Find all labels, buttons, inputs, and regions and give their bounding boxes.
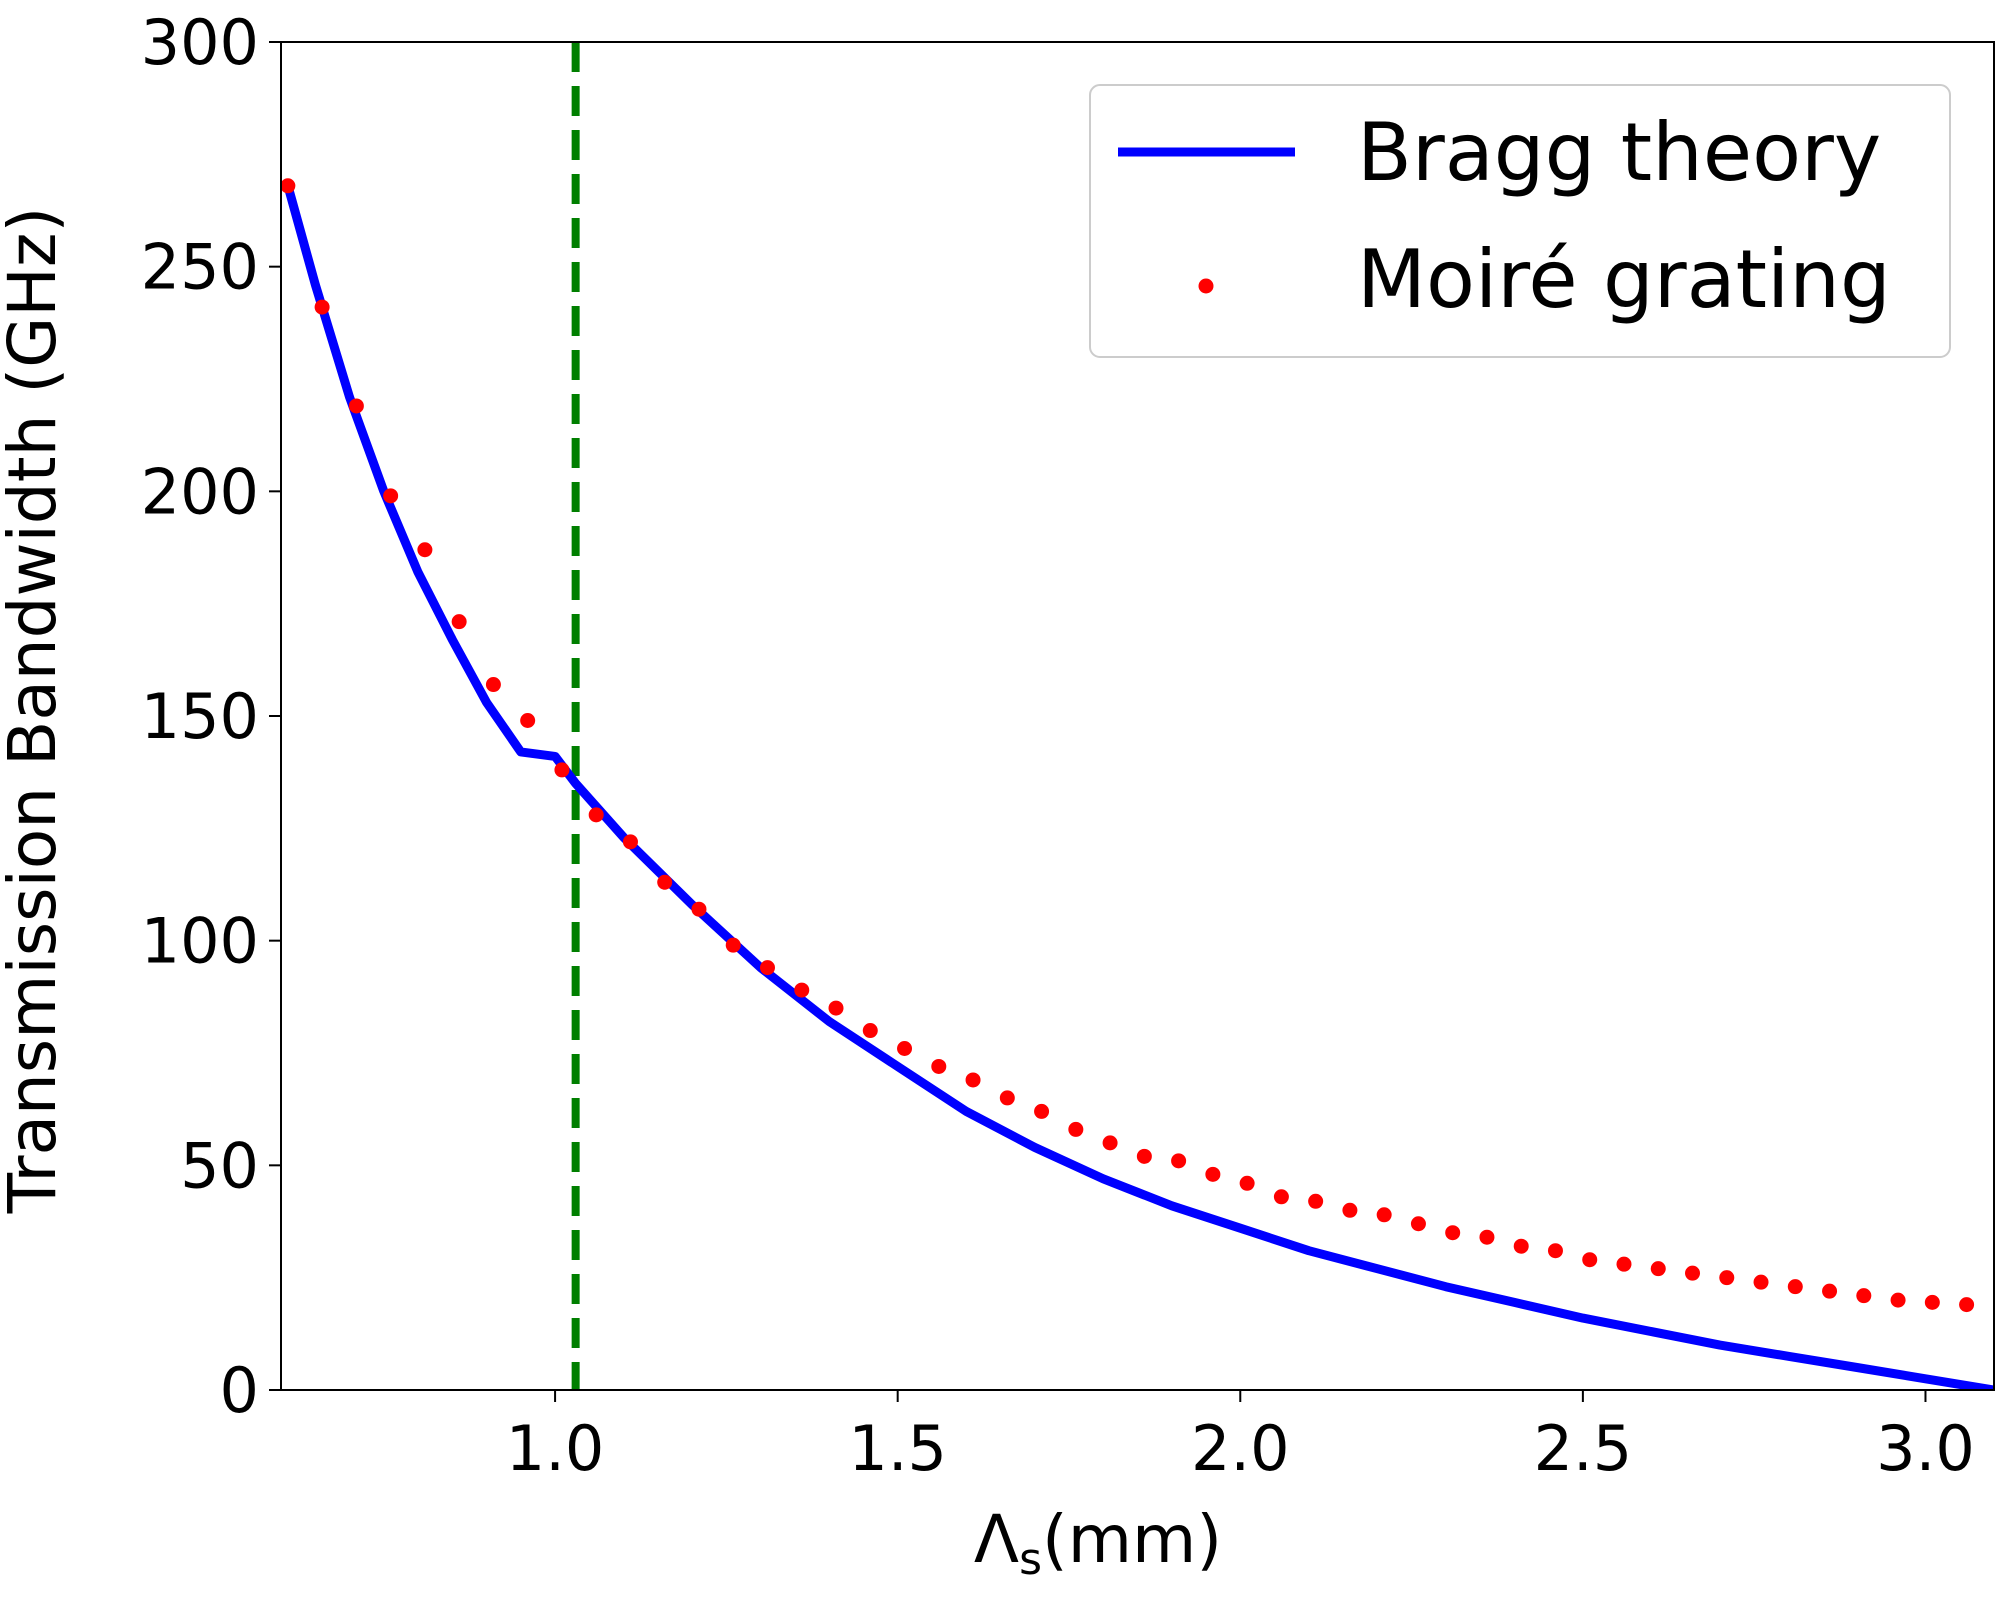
legend-entry-bragg-theory: Bragg theory: [1357, 106, 1881, 199]
data-point-moire-grating: [657, 874, 673, 890]
legend-box: [1089, 84, 1951, 358]
data-point-moire-grating: [1410, 1216, 1426, 1232]
data-point-moire-grating: [897, 1041, 913, 1057]
data-point-moire-grating: [1068, 1121, 1084, 1137]
y-tick-label: 300: [141, 6, 259, 79]
x-axis-label-unit: (mm): [1042, 1501, 1222, 1578]
x-axis-label: Λs(mm): [974, 1501, 1222, 1585]
data-point-moire-grating: [1547, 1243, 1563, 1259]
data-point-moire-grating: [1171, 1153, 1187, 1169]
data-point-moire-grating: [1102, 1135, 1118, 1151]
data-point-moire-grating: [1685, 1265, 1701, 1281]
data-point-moire-grating: [622, 834, 638, 850]
axes: 0 50 100 150 200 250 300 1.0 1.5 2.0 2.5 3.0: [141, 6, 1995, 1485]
x-tick-label: 1.0: [506, 1412, 605, 1485]
data-point-moire-grating: [520, 712, 536, 728]
series-line-bragg-theory: [283, 184, 1994, 1390]
x-axis-label-subscript: s: [1019, 1534, 1042, 1585]
data-point-moire-grating: [1856, 1288, 1872, 1304]
y-tick-label: 150: [141, 680, 259, 753]
x-tick-label: 2.5: [1534, 1412, 1633, 1485]
y-tick-label: 50: [180, 1129, 259, 1202]
data-point-moire-grating: [1959, 1297, 1975, 1313]
data-point-moire-grating: [725, 937, 741, 953]
data-point-moire-grating: [383, 488, 399, 504]
data-point-moire-grating: [314, 299, 330, 315]
y-axis-label: Transmission Bandwidth (GHz): [0, 207, 71, 1215]
data-point-moire-grating: [1753, 1274, 1769, 1290]
data-point-moire-grating: [1273, 1189, 1289, 1205]
data-point-moire-grating: [588, 807, 604, 823]
data-point-moire-grating: [1822, 1283, 1838, 1299]
data-point-moire-grating: [1239, 1175, 1255, 1191]
data-point-moire-grating: [691, 901, 707, 917]
y-tick-label: 0: [220, 1354, 259, 1427]
data-point-moire-grating: [348, 398, 364, 414]
data-point-moire-grating: [965, 1072, 981, 1088]
data-point-moire-grating: [1034, 1103, 1050, 1119]
data-point-moire-grating: [1136, 1148, 1152, 1164]
x-tick-label: 2.0: [1191, 1412, 1290, 1485]
data-point-moire-grating: [1582, 1252, 1598, 1268]
data-point-moire-grating: [862, 1023, 878, 1039]
legend-entry-moire-grating: Moiré grating: [1357, 233, 1891, 326]
data-point-moire-grating: [1479, 1229, 1495, 1245]
plot-area: [281, 42, 1994, 1390]
data-point-moire-grating: [1376, 1207, 1392, 1223]
data-point-moire-grating: [1342, 1202, 1358, 1218]
data-point-moire-grating: [931, 1058, 947, 1074]
y-tick-label: 250: [141, 231, 259, 304]
data-point-moire-grating: [451, 614, 467, 630]
x-tick-label: 1.5: [848, 1412, 947, 1485]
data-point-moire-grating: [1205, 1166, 1221, 1182]
data-point-moire-grating: [1650, 1261, 1666, 1277]
y-tick-label: 100: [141, 905, 259, 978]
x-tick-label: 3.0: [1876, 1412, 1975, 1485]
legend: Bragg theory Moiré grating: [1089, 84, 1951, 358]
x-axis-label-main: Λ: [974, 1501, 1019, 1578]
data-point-moire-grating: [554, 762, 570, 778]
data-point-moire-grating: [1308, 1193, 1324, 1209]
data-point-moire-grating: [1890, 1292, 1906, 1308]
data-point-moire-grating: [794, 982, 810, 998]
data-point-moire-grating: [999, 1090, 1015, 1106]
data-point-moire-grating: [1924, 1294, 1940, 1310]
y-tick-label: 200: [141, 455, 259, 528]
data-point-moire-grating: [281, 178, 296, 194]
data-point-moire-grating: [1719, 1270, 1735, 1286]
data-point-moire-grating: [417, 542, 433, 558]
data-point-moire-grating: [1445, 1225, 1461, 1241]
legend-marker-swatch: [1198, 278, 1214, 294]
data-point-moire-grating: [1616, 1256, 1632, 1272]
data-point-moire-grating: [828, 1000, 844, 1016]
data-point-moire-grating: [1513, 1238, 1529, 1254]
data-point-moire-grating: [485, 677, 501, 693]
data-point-moire-grating: [1787, 1279, 1803, 1295]
data-point-moire-grating: [759, 960, 775, 976]
